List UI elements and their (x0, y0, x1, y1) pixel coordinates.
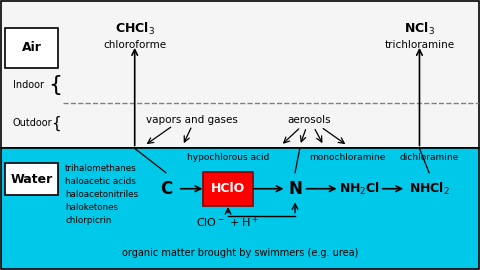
Text: chlorpicrin: chlorpicrin (65, 216, 112, 225)
Text: Indoor: Indoor (12, 80, 44, 90)
Text: haloacetonitriles: haloacetonitriles (65, 190, 138, 199)
Text: aerosols: aerosols (288, 115, 331, 125)
Text: Outdoor: Outdoor (12, 118, 52, 128)
Text: dichloramine: dichloramine (399, 153, 459, 162)
Text: NCl$_3$: NCl$_3$ (404, 21, 435, 37)
Text: chloroforme: chloroforme (103, 40, 166, 50)
Bar (0, 1, 480, 148)
FancyBboxPatch shape (203, 172, 253, 205)
Text: C: C (160, 180, 172, 198)
Text: trichloramine: trichloramine (384, 40, 455, 50)
Text: ClO$^-$ + H$^+$: ClO$^-$ + H$^+$ (196, 215, 260, 230)
Text: {: { (48, 75, 63, 95)
Text: NH$_2$Cl: NH$_2$Cl (339, 181, 380, 197)
Text: N: N (288, 180, 302, 198)
Text: hypochlorous acid: hypochlorous acid (187, 153, 269, 162)
Text: organic matter brought by swimmers (e.g. urea): organic matter brought by swimmers (e.g.… (122, 248, 358, 258)
FancyBboxPatch shape (5, 28, 58, 68)
Text: NHCl$_2$: NHCl$_2$ (408, 181, 449, 197)
Text: {: { (51, 115, 60, 130)
Text: Water: Water (11, 173, 53, 186)
Text: monochloramine: monochloramine (310, 153, 386, 162)
Text: haloketones: haloketones (65, 203, 119, 212)
FancyBboxPatch shape (5, 163, 58, 195)
Text: Air: Air (22, 41, 42, 54)
Text: HClO: HClO (211, 182, 245, 195)
Text: trihalomethanes: trihalomethanes (65, 164, 137, 173)
Text: vapors and gases: vapors and gases (146, 115, 238, 125)
Text: CHCl$_3$: CHCl$_3$ (115, 21, 155, 37)
Text: haloacetic acids: haloacetic acids (65, 177, 136, 186)
Bar (0, 148, 480, 269)
